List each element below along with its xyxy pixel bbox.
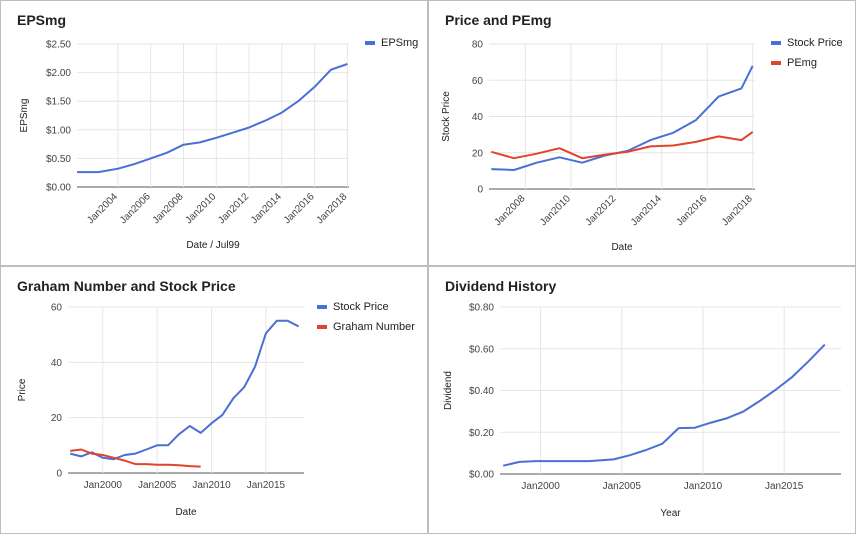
y-tick-label: 0 (477, 185, 483, 196)
y-tick-label: $0.50 (46, 154, 71, 165)
y-tick-label: 80 (472, 40, 484, 51)
legend-swatch (771, 41, 781, 45)
chart-panel-graham-number: Graham Number and Stock Price 0 20 40 60 Jan2… (0, 266, 428, 534)
x-axis-label: Date (175, 507, 197, 518)
y-tick-label: 0 (56, 469, 62, 480)
y-tick-label: 40 (51, 358, 63, 369)
x-tick-label: Jan2010 (538, 193, 573, 228)
legend-swatch (365, 41, 375, 45)
series-line-epsmg (77, 63, 348, 174)
x-tick-label: Jan2015 (247, 480, 286, 491)
series-line-graham-number (70, 448, 201, 468)
y-axis-label: EPSmg (19, 99, 30, 133)
y-tick-label: 20 (51, 413, 63, 424)
x-tick-label: Jan2018 (720, 193, 755, 228)
x-tick-label: Jan2005 (603, 481, 642, 492)
x-tick-label: Jan2005 (138, 480, 177, 491)
legend-swatch (317, 325, 327, 329)
x-tick-label: Jan2014 (249, 191, 284, 226)
y-tick-label: 60 (472, 76, 484, 87)
x-tick-label: Jan2018 (315, 191, 350, 226)
y-tick-label: 20 (472, 148, 484, 159)
x-tick-label: Jan2000 (84, 480, 123, 491)
x-tick-label: Jan2015 (765, 481, 804, 492)
x-axis-label: Date / Jul99 (186, 240, 240, 251)
legend-swatch (771, 61, 781, 65)
x-tick-label: Jan2004 (85, 191, 120, 226)
x-axis-label: Year (660, 508, 681, 519)
chart-epsmg: EPSmg $0.00 $0.50 $1.00 $1.50 $2.00 $2.50 Jan20… (17, 12, 418, 251)
chart-panel-price-pemg: Price and PEmg 0 20 40 60 80 Jan2008 Jan2010 Jan… (428, 0, 856, 266)
chart-title: Price and PEmg (445, 12, 552, 28)
y-tick-label: $0.60 (469, 344, 494, 355)
legend-label: Graham Number (333, 321, 415, 333)
x-tick-label: Jan2010 (183, 191, 218, 226)
legend-label: Stock Price (333, 301, 389, 313)
x-tick-label: Jan2010 (192, 480, 231, 491)
legend-swatch (317, 305, 327, 309)
series-line-pemg (491, 131, 754, 160)
y-tick-label: $1.00 (46, 125, 71, 136)
y-tick-label: $0.00 (469, 470, 494, 481)
y-tick-label: $0.40 (469, 386, 494, 397)
y-axis-label: Stock Price (441, 91, 452, 142)
x-tick-label: Jan2008 (493, 193, 528, 228)
legend-label: Stock Price (787, 37, 843, 49)
x-tick-label: Jan2006 (118, 191, 153, 226)
x-tick-label: Jan2012 (584, 193, 619, 228)
y-tick-label: $0.20 (469, 428, 494, 439)
y-axis-label: Price (17, 378, 28, 401)
x-tick-label: Jan2010 (684, 481, 723, 492)
chart-price-pemg: Price and PEmg 0 20 40 60 80 Jan2008 Jan2010 Jan… (441, 12, 843, 253)
series-line-main (502, 343, 826, 467)
chart-title: Graham Number and Stock Price (17, 278, 236, 294)
chart-panel-epsmg: EPSmg $0.00 $0.50 $1.00 $1.50 $2.00 $2.50 Jan20… (0, 0, 428, 266)
legend-label: PEmg (787, 57, 817, 69)
chart-graham-number: Graham Number and Stock Price 0 20 40 60 Jan2… (17, 278, 415, 518)
x-axis-label: Date (611, 242, 633, 253)
y-tick-label: 40 (472, 112, 484, 123)
x-tick-label: Jan2000 (521, 481, 560, 492)
y-tick-label: $0.80 (469, 303, 494, 314)
chart-dividend-history: Dividend History $0.00 $0.20 $0.40 $0.60 $0.8… (443, 278, 841, 519)
x-tick-label: Jan2008 (151, 191, 186, 226)
y-axis-label: Dividend (443, 371, 454, 410)
x-tick-label: Jan2012 (216, 191, 251, 226)
x-tick-label: Jan2016 (282, 191, 317, 226)
x-tick-label: Jan2016 (674, 193, 709, 228)
chart-title: Dividend History (445, 278, 556, 294)
y-tick-label: $0.00 (46, 183, 71, 194)
chart-title: EPSmg (17, 12, 66, 28)
y-tick-label: $1.50 (46, 97, 71, 108)
y-tick-label: $2.50 (46, 40, 71, 51)
y-tick-label: $2.00 (46, 68, 71, 79)
legend-label: EPSmg (381, 37, 418, 49)
chart-panel-dividend-history: Dividend History $0.00 $0.20 $0.40 $0.60 $0.8… (428, 266, 856, 534)
x-tick-label: Jan2014 (629, 193, 664, 228)
series-line-stock-price (69, 319, 300, 461)
y-tick-label: 60 (51, 303, 63, 314)
